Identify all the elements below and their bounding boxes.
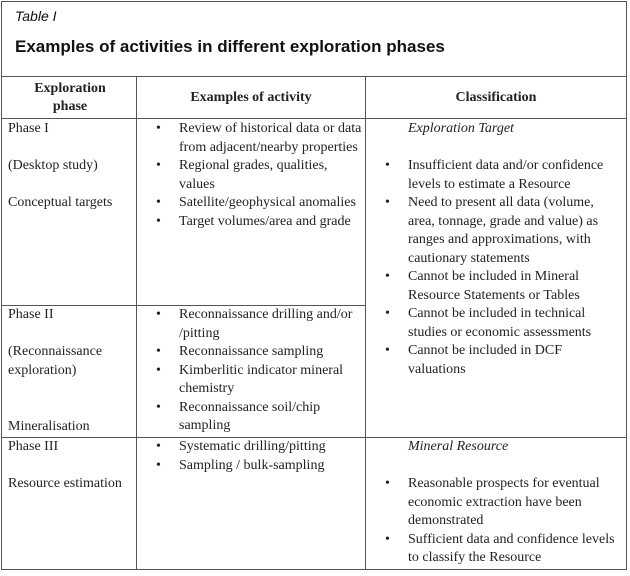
activity: Kimberlitic indicator mineral chemistry (156, 362, 362, 399)
activity: Reconnaissance sampling (156, 343, 362, 362)
classification-heading: Mineral Resource (408, 439, 509, 454)
column-header: Examples of activity (190, 89, 312, 105)
classification-cell: Exploration Target Insufficient data and… (385, 120, 621, 379)
phase-text: Resource estimation (8, 476, 122, 491)
activity-cell: Systematic drilling/pitting Sampling / b… (156, 438, 362, 475)
phase-text: Conceptual targets (8, 195, 113, 210)
activity: Reconnaissance soil/chip sampling (156, 399, 362, 436)
activity: Target volumes/area and grade (156, 213, 362, 232)
activity: Sampling / bulk-sampling (156, 457, 362, 476)
activity: Review of historical data or data from a… (156, 120, 362, 157)
phase-cell: Phase II (Reconnaissance exploration) Mi… (8, 306, 133, 436)
column-header: Exploration phase (34, 80, 106, 115)
classification-bullet: Reasonable prospects for eventual econom… (385, 475, 621, 531)
activity-cell: Reconnaissance drilling and/or /pitting … (156, 306, 362, 436)
phase-cell: Phase III Resource estimation (8, 438, 133, 494)
phase-text: Phase I (8, 121, 49, 136)
classification-bullet: Need to present all data (volume, area, … (385, 194, 621, 268)
activity: Systematic drilling/pitting (156, 438, 362, 457)
rule (1, 118, 626, 119)
phase-text: Mineralisation (8, 418, 90, 434)
classification-cell: Mineral Resource Reasonable prospects fo… (385, 438, 621, 568)
phase-cell: Phase I (Desktop study) Conceptual targe… (8, 120, 133, 213)
phase-text: Phase III (8, 439, 59, 454)
rule (136, 76, 137, 569)
classification-heading: Exploration Target (408, 121, 514, 136)
activity: Reconnaissance drilling and/or /pitting (156, 306, 362, 343)
activity: Satellite/geophysical anomalies (156, 194, 362, 213)
table-title: Examples of activities in different expl… (15, 37, 445, 56)
classification-bullet: Cannot be included in DCF valuations (385, 342, 621, 379)
phase-text: (Reconnaissance exploration) (8, 344, 103, 378)
activity: Regional grades, qualities, values (156, 157, 362, 194)
column-header: Classification (455, 89, 537, 105)
rule (365, 76, 366, 569)
phase-text: (Desktop study) (8, 158, 98, 173)
classification-bullet: Sufficient data and confidence levels to… (385, 531, 621, 568)
rule (1, 76, 626, 77)
phase-text: Phase II (8, 307, 54, 322)
activity-cell: Review of historical data or data from a… (156, 120, 362, 231)
classification-bullet: Cannot be included in technical studies … (385, 305, 621, 342)
classification-bullet: Insufficient data and/or confidence leve… (385, 157, 621, 194)
table-label: Table I (15, 8, 57, 24)
classification-bullet: Cannot be included in Mineral Resource S… (385, 268, 621, 305)
